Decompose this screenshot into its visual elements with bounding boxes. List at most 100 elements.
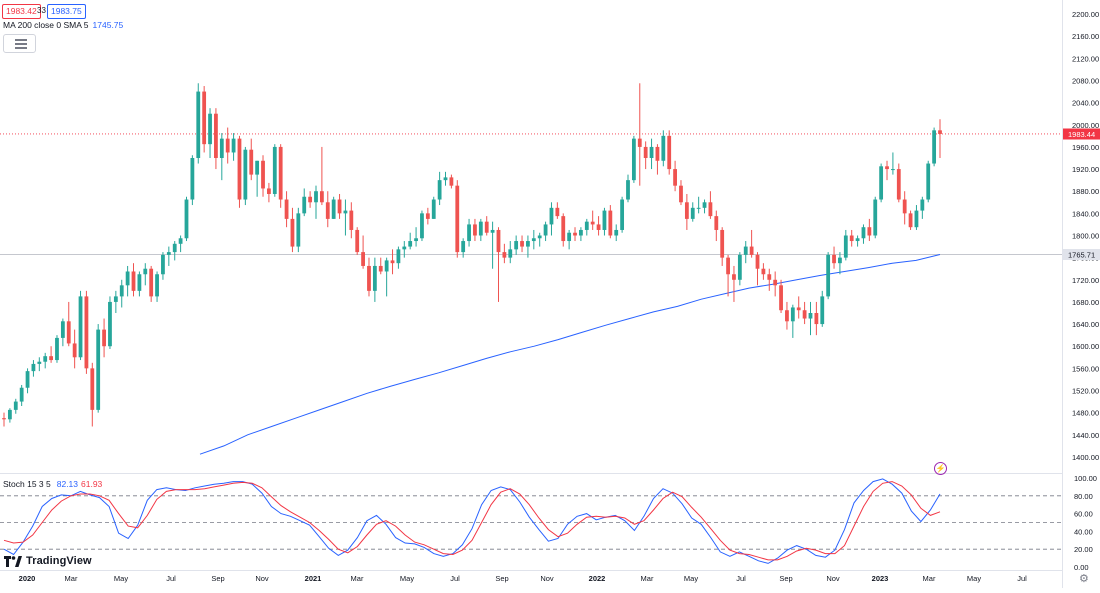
stoch-legend[interactable]: Stoch 15 3 5 82.13 61.93 xyxy=(3,479,102,489)
candle-body xyxy=(367,265,371,291)
candle-body xyxy=(196,91,201,158)
candle-body xyxy=(673,169,677,186)
spread-value: 33 xyxy=(37,6,46,15)
time-tick-label: Sep xyxy=(779,574,792,583)
price-tick-label: 2200.00 xyxy=(1072,10,1099,19)
candle-body xyxy=(161,254,165,275)
stoch-tick-label: 100.00 xyxy=(1074,474,1097,483)
candle-body xyxy=(543,224,548,236)
candle-body xyxy=(702,202,707,208)
collapse-legend-button[interactable] xyxy=(3,34,36,53)
candle-body xyxy=(484,221,489,233)
candle-body xyxy=(861,227,866,239)
candle-body xyxy=(761,268,766,275)
gear-icon[interactable]: ⚙ xyxy=(1079,573,1089,585)
candle-body xyxy=(579,229,583,236)
price-tick-label: 1840.00 xyxy=(1072,209,1099,218)
time-tick-label: Mar xyxy=(641,574,654,583)
price-tick-label: 1720.00 xyxy=(1072,276,1099,285)
price-tick-label: 1600.00 xyxy=(1072,342,1099,351)
candle-body xyxy=(55,337,59,361)
candle-body xyxy=(2,418,6,420)
candle-body xyxy=(590,221,595,225)
candle-body xyxy=(37,361,42,364)
candle-body xyxy=(755,254,760,269)
candle-body xyxy=(743,246,748,255)
time-tick-label: 2021 xyxy=(305,574,322,583)
candle-body xyxy=(361,252,365,266)
candle-body xyxy=(767,274,772,280)
candle-body xyxy=(920,199,925,211)
candle-body xyxy=(802,310,807,319)
price-tick-label: 2000.00 xyxy=(1072,121,1099,130)
time-tick-label: Jul xyxy=(166,574,176,583)
candle-body xyxy=(737,254,742,280)
candle-body xyxy=(78,296,83,358)
price-tick-label: 1680.00 xyxy=(1072,298,1099,307)
candle-body xyxy=(131,271,136,291)
candle-body xyxy=(696,207,701,209)
candle-body xyxy=(490,229,495,233)
candle-body xyxy=(25,371,30,388)
stoch-layer xyxy=(3,478,941,564)
candle-body xyxy=(255,160,260,175)
candle-body xyxy=(602,210,607,230)
stoch-d-line xyxy=(3,481,941,561)
candle-body xyxy=(661,135,666,161)
candle-body xyxy=(714,216,719,230)
candle-body xyxy=(243,149,248,200)
candle-body xyxy=(143,268,148,275)
time-tick-label: Sep xyxy=(211,574,224,583)
price-tick-label: 1520.00 xyxy=(1072,387,1099,396)
candles-layer xyxy=(2,83,942,427)
ma-value: 1745.75 xyxy=(92,20,124,30)
candle-body xyxy=(938,130,942,134)
candle-body xyxy=(290,218,295,247)
candle-body xyxy=(879,166,884,200)
candle-body xyxy=(108,301,112,347)
tradingview-logo[interactable]: TradingView xyxy=(4,554,92,568)
candle-body xyxy=(66,321,71,344)
candle-body xyxy=(649,146,654,158)
time-tick-label: Jul xyxy=(450,574,460,583)
time-tick-label: Jul xyxy=(736,574,746,583)
candle-body xyxy=(431,199,436,219)
candle-body xyxy=(425,213,430,219)
candle-body xyxy=(308,196,313,203)
candle-body xyxy=(178,238,183,244)
time-tick-label: Sep xyxy=(495,574,508,583)
time-tick-label: Mar xyxy=(923,574,936,583)
time-tick-label: Nov xyxy=(540,574,554,583)
candle-body xyxy=(90,368,95,410)
candle-body xyxy=(614,229,619,236)
candle-body xyxy=(584,221,589,230)
candle-body xyxy=(690,207,695,219)
candle-body xyxy=(667,135,672,170)
time-tick-label: Nov xyxy=(826,574,840,583)
candle-body xyxy=(873,199,878,236)
price-tick-label: 1640.00 xyxy=(1072,320,1099,329)
candle-body xyxy=(455,185,460,253)
candle-body xyxy=(826,254,831,297)
candle-body xyxy=(520,241,524,247)
candle-body xyxy=(449,177,454,186)
candle-body xyxy=(867,227,872,236)
bid-price[interactable]: 1983.42 xyxy=(2,4,41,19)
ma-layer xyxy=(199,254,941,455)
candle-body xyxy=(896,169,901,200)
candle-body xyxy=(231,138,236,153)
candle-body xyxy=(573,232,577,236)
lightning-icon[interactable]: ⚡ xyxy=(934,462,947,475)
candle-body xyxy=(820,296,825,325)
ma-legend[interactable]: MA 200 close 0 SMA 5 1745.75 xyxy=(3,20,123,30)
logo-text: TradingView xyxy=(26,555,92,567)
candle-body xyxy=(113,296,118,302)
candle-body xyxy=(808,313,813,319)
grid-layer xyxy=(0,0,1063,588)
stoch-tick-label: 80.00 xyxy=(1074,492,1093,501)
ask-price[interactable]: 1983.75 xyxy=(47,4,86,19)
candle-body xyxy=(902,199,907,214)
candle-body xyxy=(372,265,377,291)
